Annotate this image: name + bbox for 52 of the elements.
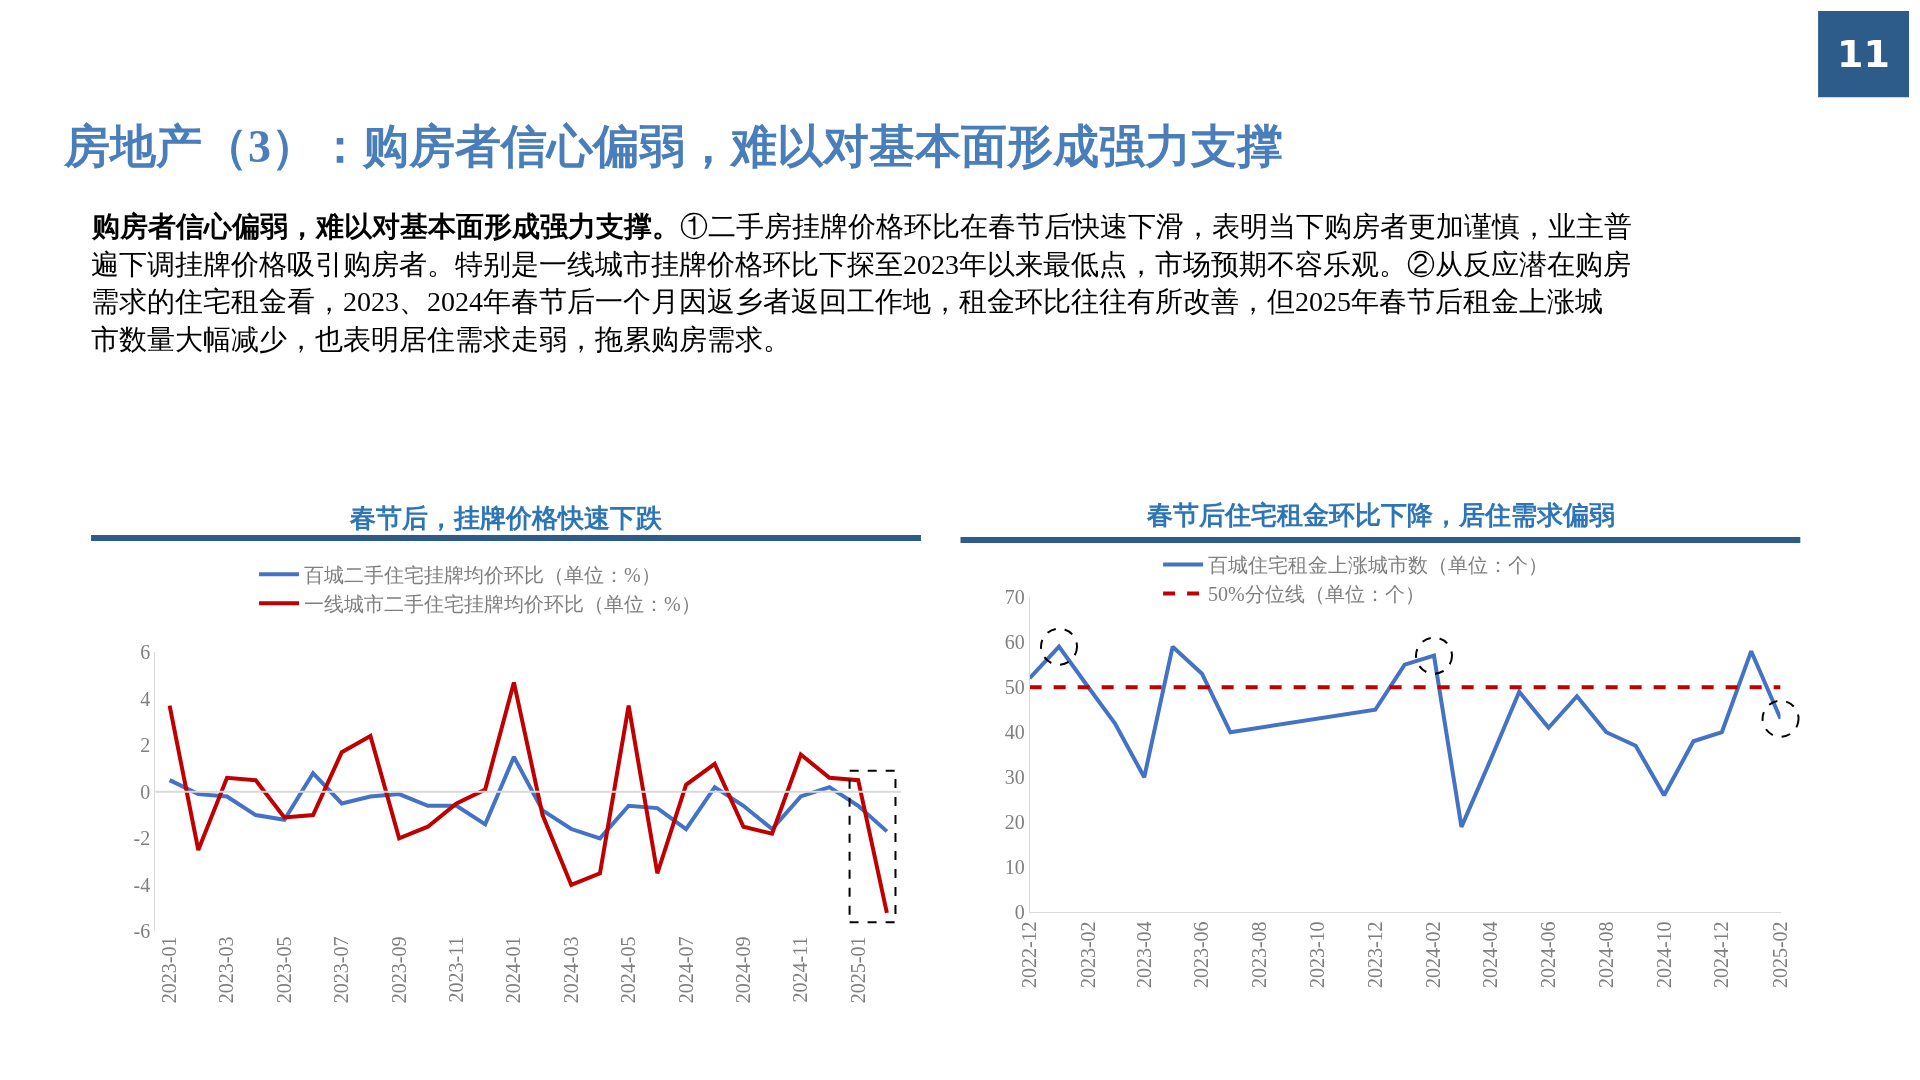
y-tick-label: 0 — [1014, 901, 1025, 924]
x-tick-label: 2024-08 — [1594, 921, 1617, 989]
y-tick-label: 40 — [1004, 721, 1025, 744]
x-tick-label: 2023-10 — [1306, 921, 1329, 989]
x-tick-label: 2024-07 — [674, 936, 697, 1004]
x-tick-label: 2023-08 — [1248, 921, 1271, 989]
text: 房地产（3）：购房者信心偏弱，难以对基本面形成强力支撑 — [63, 121, 1283, 172]
line-series — [167, 680, 889, 915]
y-tick-label: 10 — [1004, 856, 1025, 879]
x-tick-label: 2023-04 — [1132, 921, 1155, 989]
x-tick-label: 2024-05 — [617, 936, 640, 1004]
x-tick-label: 2024-03 — [559, 936, 582, 1004]
x-tick-label: 2023-03 — [215, 936, 238, 1004]
y-tick-label: -6 — [133, 920, 151, 943]
y-tick-label: 70 — [1004, 586, 1025, 609]
chart-title: 春节后住宅租金环比下降，居住需求偏弱 — [1146, 501, 1615, 530]
legend-label: 一线城市二手住宅挂牌均价环比（单位：%） — [304, 592, 701, 615]
x-tick-label: 2024-10 — [1652, 921, 1675, 989]
x-tick-label: 2023-09 — [387, 936, 410, 1004]
x-tick-label: 2024-02 — [1422, 921, 1445, 989]
x-tick-label: 2025-02 — [1769, 921, 1792, 989]
y-tick-label: 50 — [1004, 676, 1025, 699]
y-tick-label: 0 — [140, 780, 151, 803]
x-tick-label: 2022-12 — [1018, 921, 1041, 989]
x-tick-label: 2023-11 — [445, 936, 468, 1003]
x-tick-label: 2023-05 — [272, 936, 295, 1004]
x-tick-label: 2025-01 — [846, 936, 869, 1004]
chart-title: 春节后，挂牌价格快速下跌 — [349, 504, 663, 533]
legend-label: 百城住宅租金上涨城市数（单位：个） — [1208, 554, 1549, 577]
x-tick-label: 2023-06 — [1190, 921, 1213, 989]
y-tick-label: 60 — [1004, 631, 1025, 654]
y-tick-label: 20 — [1004, 811, 1025, 834]
text: 11 — [1837, 32, 1890, 76]
x-tick-label: 2023-07 — [330, 936, 353, 1004]
text: 购房者信心偏弱，难以对基本面形成强力支撑。 — [91, 211, 680, 242]
y-tick-label: 2 — [140, 734, 151, 757]
y-tick-label: 4 — [140, 687, 151, 710]
y-tick-label: -2 — [133, 827, 151, 850]
y-tick-label: 30 — [1004, 766, 1025, 789]
y-tick-label: -4 — [133, 873, 151, 896]
x-tick-label: 2023-01 — [158, 936, 181, 1004]
x-tick-label: 2024-01 — [502, 936, 525, 1004]
y-tick-label: 6 — [140, 641, 151, 664]
legend-label: 50%分位线（单位：个） — [1208, 583, 1425, 606]
x-tick-label: 2023-02 — [1076, 921, 1099, 989]
x-tick-label: 2023-12 — [1363, 921, 1386, 989]
x-tick-label: 2024-11 — [789, 936, 812, 1003]
legend-label: 百城二手住宅挂牌均价环比（单位：%） — [304, 563, 661, 586]
x-tick-label: 2024-06 — [1537, 921, 1560, 989]
x-tick-label: 2024-12 — [1710, 921, 1733, 989]
x-tick-label: 2024-09 — [731, 936, 754, 1004]
x-tick-label: 2024-04 — [1479, 921, 1502, 989]
